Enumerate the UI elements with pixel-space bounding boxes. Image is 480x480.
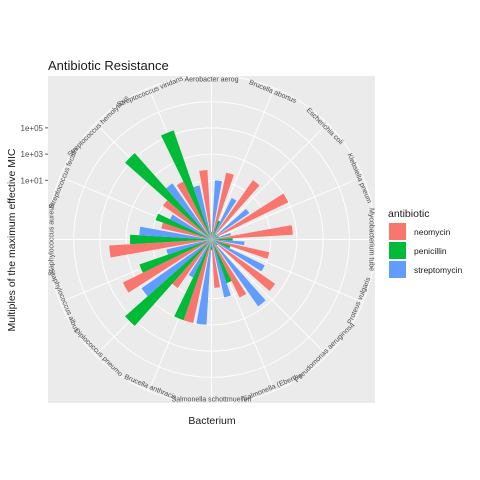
y-axis-title: Multiples of the maximum effective MIC bbox=[6, 148, 18, 331]
y-tick-label: 1e+05 bbox=[21, 124, 44, 133]
x-axis-title: Bacterium bbox=[188, 415, 236, 427]
legend-key-neomycin bbox=[389, 223, 406, 240]
legend-items: neomycin penicillin streptomycin bbox=[389, 223, 462, 278]
legend-label: penicillin bbox=[414, 246, 447, 256]
legend-key-streptomycin bbox=[389, 261, 406, 278]
category-label: Mycobacterium tube bbox=[368, 208, 375, 271]
legend-key-penicillin bbox=[389, 242, 406, 259]
category-label: Aerobacter aerog bbox=[184, 76, 238, 83]
chart-title: Antibiotic Resistance bbox=[48, 58, 169, 73]
legend-label: neomycin bbox=[414, 227, 451, 237]
legend-title: antibiotic bbox=[388, 208, 429, 220]
legend-label: streptomycin bbox=[414, 265, 462, 275]
category-label: Staphylococcus aureus bbox=[48, 203, 55, 276]
category-label: Salmonella schottmuelleri bbox=[172, 396, 252, 403]
legend: antibiotic neomycin penicillin streptomyci… bbox=[388, 208, 462, 278]
y-ticks: 1e+05 1e+03 1e+01 bbox=[21, 124, 48, 185]
y-tick-label: 1e+03 bbox=[21, 150, 44, 159]
y-tick-label: 1e+01 bbox=[21, 176, 44, 185]
